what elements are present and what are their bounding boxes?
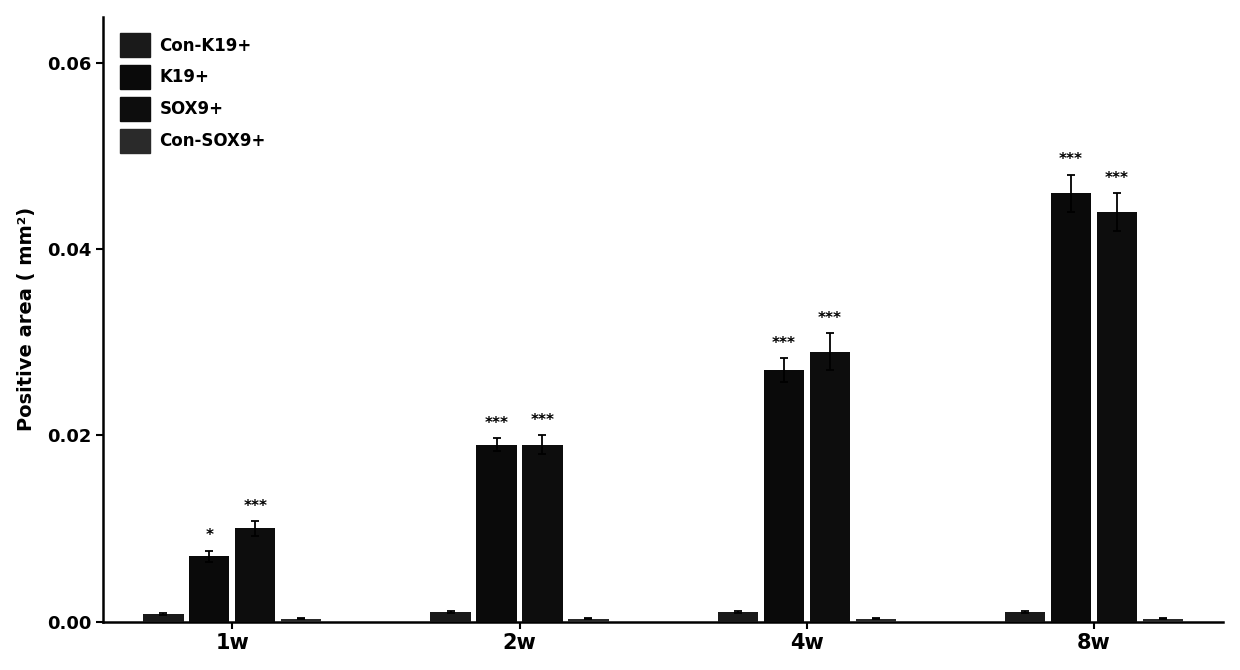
Bar xyxy=(856,618,897,622)
Text: *: * xyxy=(206,529,213,543)
Bar xyxy=(188,556,229,622)
Y-axis label: Positive area ( mm²): Positive area ( mm²) xyxy=(16,207,36,431)
Bar xyxy=(143,614,184,622)
Bar xyxy=(568,618,609,622)
Bar xyxy=(1004,612,1045,622)
Bar xyxy=(764,371,804,622)
Text: ***: *** xyxy=(243,498,267,514)
Bar xyxy=(810,352,849,622)
Bar xyxy=(476,445,517,622)
Legend: Con-K19+, K19+, SOX9+, Con-SOX9+: Con-K19+, K19+, SOX9+, Con-SOX9+ xyxy=(112,25,274,161)
Text: ***: *** xyxy=(1105,171,1130,186)
Bar xyxy=(1143,618,1183,622)
Text: ***: *** xyxy=(817,311,842,326)
Bar xyxy=(1097,212,1137,622)
Text: ***: *** xyxy=(1059,152,1083,168)
Bar xyxy=(1050,194,1091,622)
Text: ***: *** xyxy=(485,416,508,431)
Bar xyxy=(281,618,321,622)
Bar xyxy=(430,612,471,622)
Bar xyxy=(718,612,758,622)
Text: ***: *** xyxy=(531,413,554,428)
Bar xyxy=(236,529,275,622)
Bar xyxy=(522,445,563,622)
Text: ***: *** xyxy=(771,336,796,350)
